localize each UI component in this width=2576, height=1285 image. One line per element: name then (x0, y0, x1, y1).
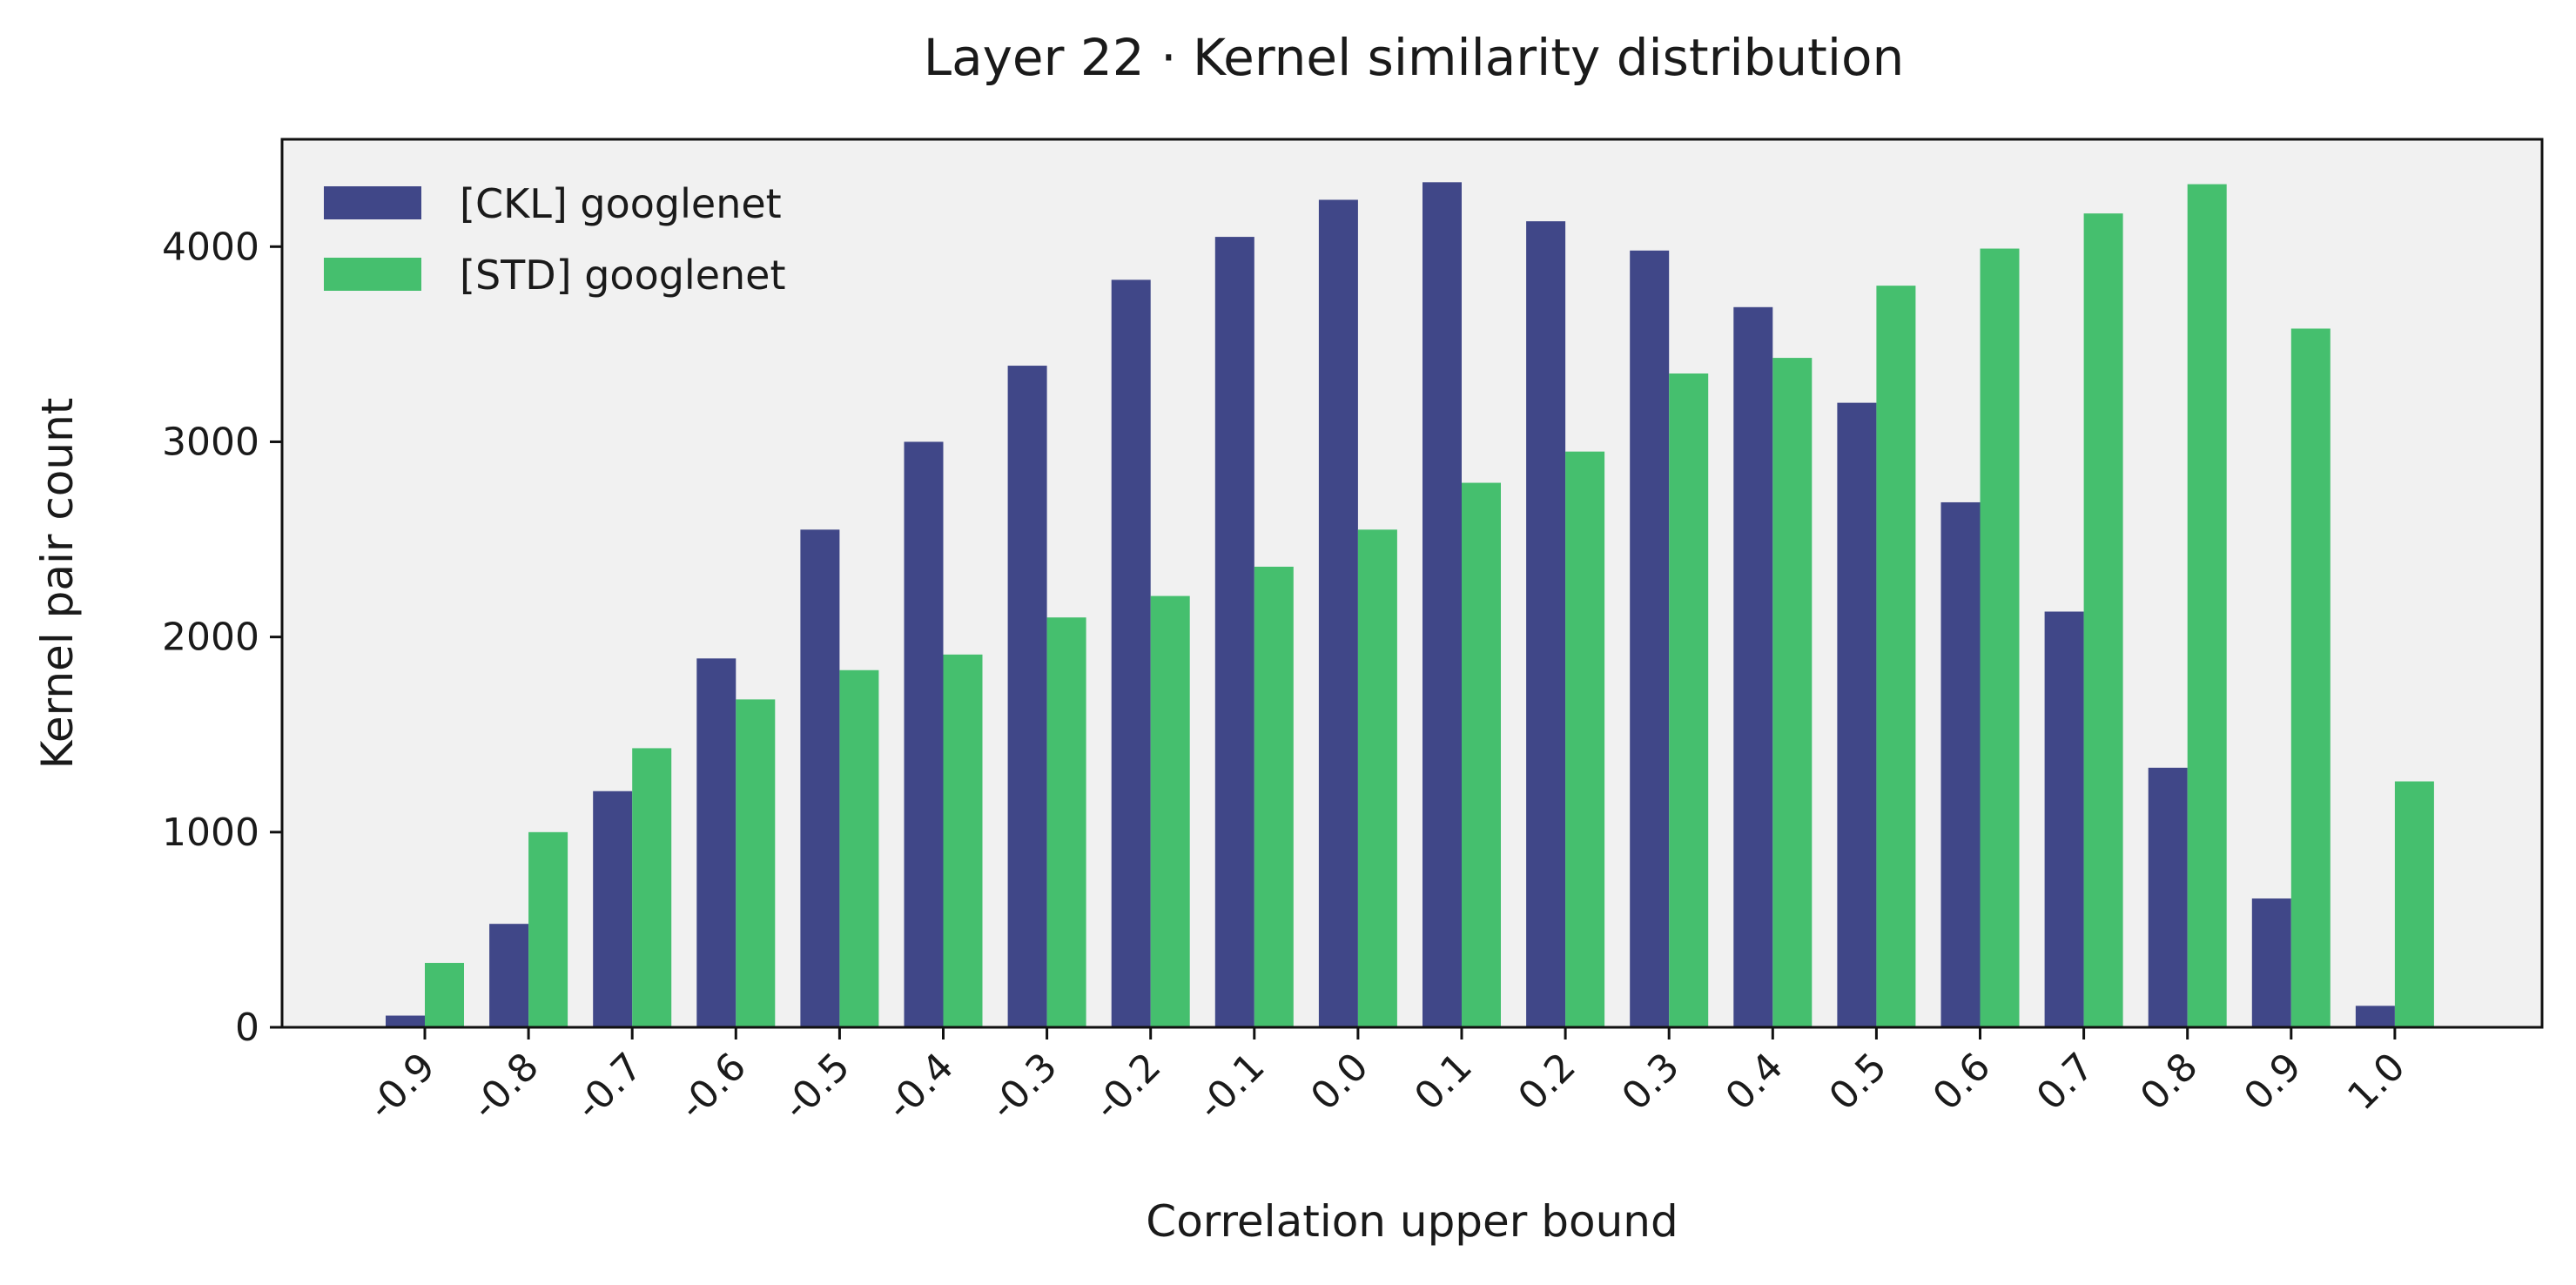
x-tick-label: 0.1 (1406, 1045, 1481, 1120)
x-tick-label: -0.6 (670, 1045, 755, 1129)
bar-ckl-0.2 (1526, 221, 1566, 1028)
x-tick-label: -0.9 (360, 1045, 444, 1129)
bar-std--0.2 (1150, 595, 1190, 1027)
x-tick-label: -0.5 (774, 1045, 858, 1129)
bar-ckl-0.0 (1318, 199, 1358, 1027)
bar-ckl-0.9 (2251, 898, 2291, 1027)
x-tick-label: -0.7 (567, 1045, 651, 1129)
bar-std--0.8 (528, 831, 568, 1027)
bar-ckl--0.8 (489, 924, 529, 1027)
x-tick-label: 0.9 (2236, 1045, 2310, 1120)
legend-swatch-std (324, 258, 421, 291)
bar-ckl-0.5 (1837, 402, 1877, 1028)
bar-std-0.6 (1980, 248, 2020, 1027)
bar-ckl-0.6 (1940, 501, 1981, 1027)
legend: [CKL] googlenet [STD] googlenet (324, 180, 786, 299)
bar-ckl-0.4 (1733, 306, 1773, 1027)
x-tick-label: 0.3 (1613, 1045, 1688, 1120)
legend-label-std: [STD] googlenet (460, 252, 786, 299)
x-tick-label: 1.0 (2339, 1045, 2414, 1120)
bar-std--0.5 (839, 669, 879, 1027)
bars-layer (386, 182, 2434, 1028)
bar-std-0.9 (2290, 328, 2331, 1027)
bar-std--0.3 (1046, 617, 1086, 1027)
chart-title: Layer 22 · Kernel similarity distributio… (924, 28, 1905, 87)
bar-std--0.9 (425, 963, 464, 1027)
y-tick-label: 1000 (162, 811, 259, 855)
bar-std-0.5 (1876, 286, 1916, 1028)
x-tick-label: 0.6 (1925, 1045, 2000, 1120)
bar-ckl--0.4 (904, 441, 944, 1027)
bar-ckl-0.7 (2044, 611, 2084, 1027)
x-tick-label: -0.1 (1189, 1045, 1274, 1129)
bar-std-0.8 (2187, 184, 2227, 1028)
y-tick-label: 0 (235, 1006, 259, 1050)
bar-std-0.4 (1772, 358, 1813, 1028)
x-axis: -0.9 -0.8 -0.7 -0.6 -0.5 -0.4 -0.3 -0.2 -0.1 0.0 0… (360, 1027, 2414, 1128)
bar-std--0.4 (943, 654, 983, 1027)
y-axis: 0 1000 2000 3000 4000 (162, 225, 282, 1050)
y-tick-label: 3000 (162, 420, 259, 464)
bar-ckl--0.5 (800, 529, 840, 1027)
x-tick-label: -0.4 (878, 1045, 963, 1129)
bar-std-0.7 (2083, 213, 2123, 1027)
bar-ckl-1.0 (2355, 1006, 2395, 1027)
bar-std-0.3 (1669, 373, 1709, 1027)
bar-ckl--0.7 (593, 791, 633, 1027)
x-tick-label: -0.3 (982, 1045, 1066, 1129)
legend-label-ckl: [CKL] googlenet (460, 180, 782, 227)
bar-std-0.0 (1357, 529, 1397, 1027)
bar-ckl-0.1 (1423, 182, 1462, 1028)
x-tick-label: 0.2 (1510, 1045, 1584, 1120)
x-tick-label: 0.5 (1821, 1045, 1896, 1120)
bar-std--0.6 (736, 699, 776, 1027)
bar-std-0.1 (1462, 482, 1501, 1027)
x-tick-label: 0.8 (2132, 1045, 2207, 1120)
bar-ckl--0.2 (1111, 279, 1151, 1027)
bar-ckl--0.9 (386, 1015, 425, 1027)
bar-std-0.2 (1565, 451, 1605, 1027)
legend-swatch-ckl (324, 186, 421, 219)
x-tick-label: -0.2 (1086, 1045, 1170, 1129)
bar-std-1.0 (2394, 781, 2434, 1027)
bar-std--0.1 (1254, 566, 1294, 1027)
x-tick-label: 0.0 (1302, 1045, 1377, 1120)
y-axis-label: Kernel pair count (32, 398, 83, 770)
x-tick-label: 0.7 (2028, 1045, 2103, 1120)
bar-ckl-0.3 (1630, 250, 1670, 1027)
bar-ckl--0.6 (696, 658, 736, 1027)
plot-frame (280, 138, 2544, 1029)
y-tick-label: 2000 (162, 616, 259, 660)
x-tick-label: -0.8 (463, 1045, 548, 1129)
x-axis-label: Correlation upper bound (1146, 1196, 1678, 1247)
y-tick-label: 4000 (162, 225, 259, 269)
bar-ckl--0.3 (1007, 366, 1047, 1027)
bar-ckl-0.8 (2148, 767, 2188, 1027)
x-tick-label: 0.4 (1718, 1045, 1792, 1120)
bar-std--0.7 (632, 748, 672, 1027)
bar-ckl--0.1 (1214, 237, 1254, 1028)
